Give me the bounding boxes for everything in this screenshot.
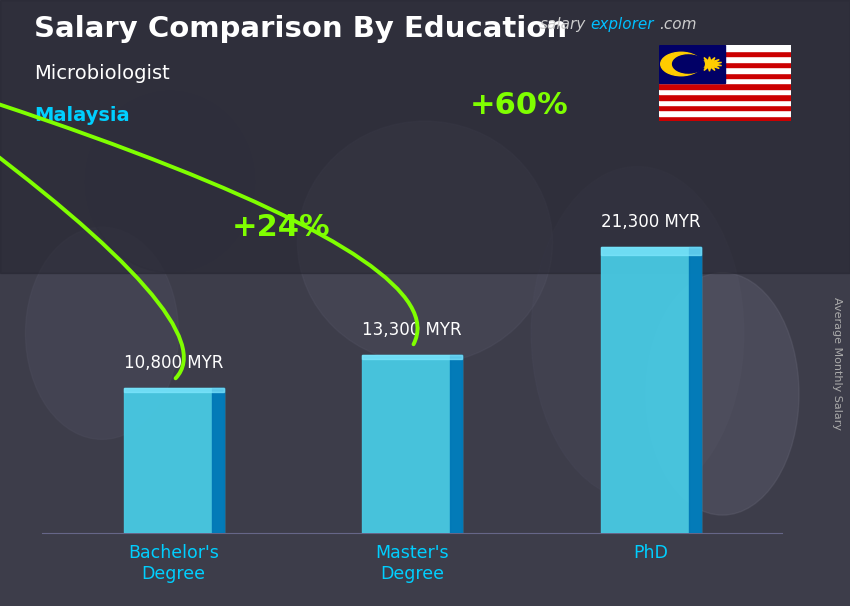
Text: 21,300 MYR: 21,300 MYR [601, 213, 700, 231]
Bar [659, 51, 790, 56]
Bar [688, 247, 701, 533]
Polygon shape [697, 57, 722, 71]
Bar [362, 355, 462, 533]
Bar [659, 88, 790, 94]
Bar [212, 388, 224, 533]
Bar [601, 247, 701, 533]
Text: salary: salary [540, 17, 586, 32]
Ellipse shape [26, 227, 178, 439]
Bar [659, 62, 790, 67]
Bar [659, 110, 790, 116]
Bar [659, 78, 790, 83]
Text: .com: .com [659, 17, 696, 32]
Ellipse shape [85, 91, 255, 273]
Bar [0, 0, 850, 273]
Bar [123, 388, 224, 392]
Text: +24%: +24% [232, 213, 331, 242]
Ellipse shape [646, 273, 799, 515]
Text: Malaysia: Malaysia [34, 106, 129, 125]
Bar [123, 388, 224, 533]
Bar [362, 355, 462, 359]
Ellipse shape [531, 167, 744, 500]
Bar [659, 99, 790, 105]
Bar [659, 73, 790, 78]
Bar [659, 56, 790, 62]
Bar [450, 355, 462, 533]
Bar [659, 83, 790, 88]
Text: Average Monthly Salary: Average Monthly Salary [832, 297, 842, 430]
Bar [601, 247, 701, 255]
Text: +60%: +60% [470, 91, 569, 120]
Bar [659, 67, 790, 73]
Bar [659, 116, 790, 121]
Text: Microbiologist: Microbiologist [34, 64, 170, 82]
Bar [659, 94, 790, 99]
Bar [659, 45, 724, 83]
Bar [659, 105, 790, 110]
Text: 13,300 MYR: 13,300 MYR [362, 321, 462, 339]
Text: Salary Comparison By Education: Salary Comparison By Education [34, 15, 567, 43]
Text: 10,800 MYR: 10,800 MYR [124, 355, 224, 372]
Bar [659, 45, 790, 51]
Ellipse shape [298, 121, 552, 364]
Circle shape [660, 52, 701, 76]
Text: explorer: explorer [591, 17, 654, 32]
Circle shape [672, 55, 704, 73]
